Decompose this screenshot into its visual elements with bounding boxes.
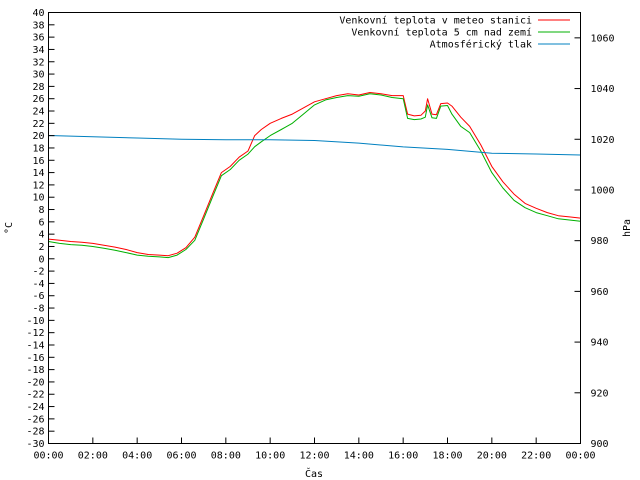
y-tick-label: -22 <box>26 390 44 401</box>
series-line-pressure <box>48 135 581 156</box>
y-tick-label: 0 <box>38 254 44 265</box>
y-tick-label: -2 <box>32 267 44 278</box>
y-tick-label: 20 <box>32 131 44 142</box>
y-axis-ticks: 4038363432302826242220181614121086420-2-… <box>26 8 55 450</box>
y2-tick-label: 1000 <box>591 185 615 196</box>
y-tick-label: 26 <box>32 94 44 105</box>
y-tick-label: 16 <box>32 156 44 167</box>
x-tick-label: 04:00 <box>122 451 152 462</box>
y-tick-label: -26 <box>26 414 44 425</box>
x-tick-label: 14:00 <box>344 451 374 462</box>
y2-axis-ticks: 1060 1040 1020 1000 980 960 940 920 900 <box>574 33 615 450</box>
legend-label: Venkovní teplota v meteo stanici <box>339 15 532 27</box>
x-tick-label: 00:00 <box>565 451 595 462</box>
y-tick-label: 18 <box>32 143 44 154</box>
y-tick-label: 22 <box>32 119 44 130</box>
y-tick-label: -16 <box>26 353 44 364</box>
y2-tick-label: 980 <box>591 236 609 247</box>
y-tick-label: 2 <box>38 242 44 253</box>
legend: Venkovní teplota v meteo staniciVenkovní… <box>339 15 570 51</box>
x-axis-label: Čas <box>305 467 323 480</box>
y-tick-label: 14 <box>32 168 44 179</box>
x-tick-label: 22:00 <box>521 451 551 462</box>
y-tick-label: -6 <box>32 291 44 302</box>
y-tick-label: 38 <box>32 20 44 31</box>
legend-label: Atmosférický tlak <box>430 39 532 51</box>
y-tick-label: -24 <box>26 402 44 413</box>
x-tick-label: 08:00 <box>211 451 241 462</box>
y-tick-label: -14 <box>26 340 44 351</box>
x-tick-label: 10:00 <box>255 451 285 462</box>
y-tick-label: -8 <box>32 304 44 315</box>
y-tick-label: -18 <box>26 365 44 376</box>
x-tick-label: 16:00 <box>388 451 418 462</box>
y-tick-label: 36 <box>32 33 44 44</box>
y-tick-label: -12 <box>26 328 44 339</box>
x-tick-label: 06:00 <box>166 451 196 462</box>
y-tick-label: 4 <box>38 230 44 241</box>
y-tick-label: -4 <box>32 279 44 290</box>
y2-tick-label: 1040 <box>591 84 615 95</box>
legend-label: Venkovní teplota 5 cm nad zemí <box>351 27 532 39</box>
y-axis-label: °C <box>4 222 15 234</box>
x-tick-label: 02:00 <box>78 451 108 462</box>
x-tick-label: 18:00 <box>432 451 462 462</box>
y-tick-label: 40 <box>32 8 44 19</box>
y2-tick-label: 920 <box>591 388 609 399</box>
y2-tick-label: 960 <box>591 287 609 298</box>
y-tick-label: 6 <box>38 217 44 228</box>
y2-tick-label: 940 <box>591 338 609 349</box>
y-tick-label: -28 <box>26 427 44 438</box>
series-line-station-temperature <box>48 92 581 257</box>
y-tick-label: 32 <box>32 57 44 68</box>
x-axis-ticks: 00:00 02:00 04:00 06:00 08:00 10:00 12:00 14:00… <box>33 437 596 462</box>
y2-axis-label: hPa <box>622 219 633 237</box>
y2-tick-label: 900 <box>591 439 609 450</box>
y-tick-label: 24 <box>32 107 44 118</box>
y-tick-label: 8 <box>38 205 44 216</box>
x-tick-label: 20:00 <box>477 451 507 462</box>
y-tick-label: -10 <box>26 316 44 327</box>
y-tick-label: -20 <box>26 377 44 388</box>
x-tick-label: 12:00 <box>299 451 329 462</box>
y-tick-label: -30 <box>26 439 44 450</box>
y2-tick-label: 1060 <box>591 33 615 44</box>
series-line-ground-temperature <box>48 93 581 259</box>
y2-tick-label: 1020 <box>591 135 615 146</box>
y-tick-label: 12 <box>32 180 44 191</box>
y-tick-label: 28 <box>32 82 44 93</box>
y-tick-label: 34 <box>32 45 44 56</box>
y-tick-label: 30 <box>32 70 44 81</box>
series-layer <box>48 92 581 259</box>
y-tick-label: 10 <box>32 193 44 204</box>
x-tick-label: 00:00 <box>33 451 63 462</box>
